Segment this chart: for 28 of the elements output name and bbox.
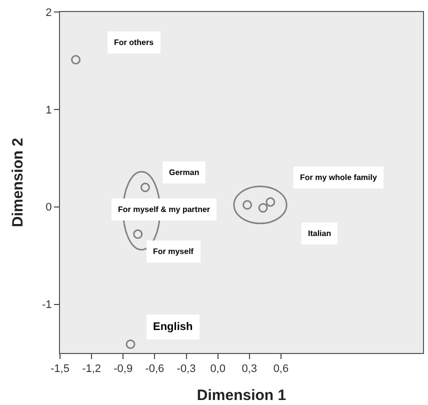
x-tick-label: -1,2	[82, 363, 102, 376]
point	[266, 197, 276, 207]
x-tick-label: -0,6	[145, 363, 164, 376]
point	[133, 229, 143, 239]
point	[126, 339, 136, 349]
annotation: For others	[114, 38, 154, 47]
y-tick-label: 0	[46, 202, 52, 214]
annotation: English	[153, 321, 194, 333]
x-tick-label: -1,5	[50, 363, 70, 376]
point	[71, 54, 81, 64]
x-tick-label: -0,3	[176, 363, 196, 376]
point	[242, 200, 252, 210]
x-axis-title: Dimension 1	[196, 387, 286, 404]
x-tick-label: 0,0	[210, 363, 226, 376]
annotation: Italian	[308, 229, 332, 238]
annotation: German	[169, 168, 200, 177]
y-axis-title: Dimension 2	[9, 138, 26, 228]
y-tick-label: 1	[46, 104, 52, 116]
annotation: For my whole family	[300, 173, 378, 182]
annotation: For myself & my partner	[118, 205, 210, 214]
point	[140, 182, 150, 192]
x-tick-label: -0,9	[114, 363, 133, 376]
x-tick-label: 0,6	[273, 363, 289, 376]
annotation: For myself	[153, 247, 194, 256]
y-tick-label: 2	[46, 6, 52, 19]
y-tick-label: -1	[42, 299, 52, 312]
x-tick-label: 0,3	[242, 363, 258, 376]
point	[258, 203, 268, 213]
